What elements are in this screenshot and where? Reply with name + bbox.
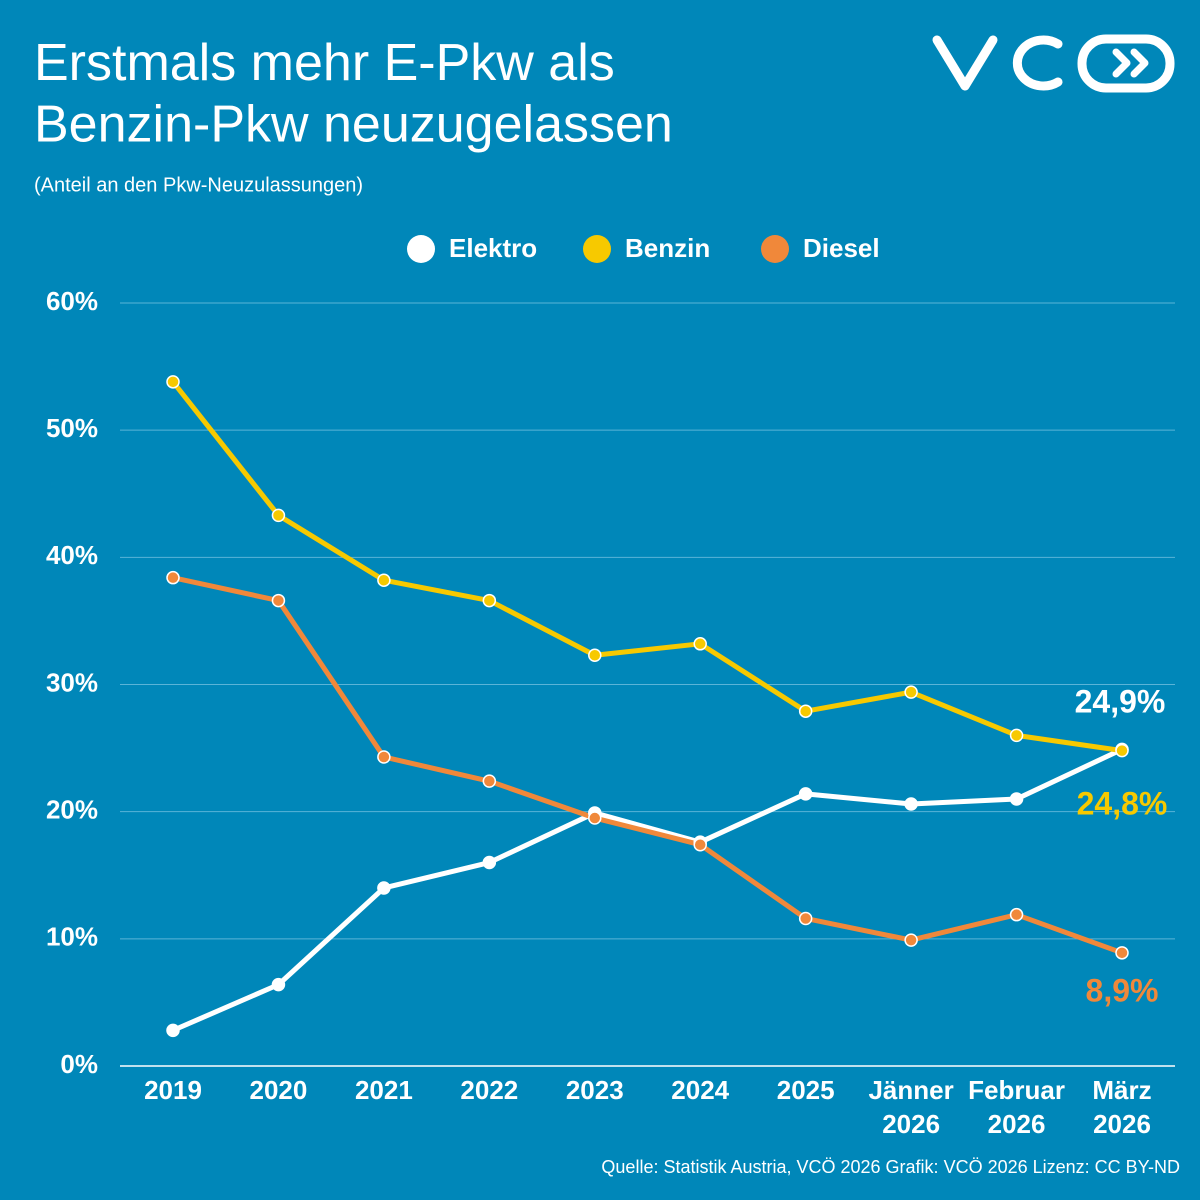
data-point [271,977,286,992]
data-point [377,750,391,764]
data-point [904,933,918,947]
y-tick-label: 60% [46,286,98,316]
logo [932,34,1175,93]
x-tick-label: 2021 [355,1075,413,1105]
data-point [1115,743,1129,758]
y-tick-label: 20% [46,795,98,825]
legend-marker [407,235,435,263]
data-point [798,787,813,801]
data-point [1009,792,1024,806]
data-point [166,570,180,585]
x-tick-label: 2023 [566,1075,624,1105]
y-tick-label: 40% [46,540,98,570]
data-point [482,855,497,870]
chart-title: Erstmals mehr E-Pkw als Benzin-Pkw neuzug… [34,34,673,153]
data-point [166,375,180,389]
data-point [271,593,286,608]
data-point [904,797,918,811]
y-tick-label: 50% [46,413,98,443]
legend-label: Diesel [803,233,880,263]
legend-label: Elektro [449,233,537,263]
x-tick-label: 2025 [777,1075,835,1105]
data-point [588,648,602,663]
data-point [271,508,286,523]
data-point [482,593,497,608]
x-tick-label: Jänner 2026 [868,1075,953,1139]
data-point [377,881,391,895]
series-line [171,380,1123,754]
data-point [588,811,602,825]
data-point [1009,728,1024,743]
legend-label: Benzin [625,233,710,263]
data-point [1009,907,1024,922]
value-label: 24,8% [1077,785,1168,821]
x-tick-label: 2019 [144,1075,202,1105]
source: Quelle: Statistik Austria, VCÖ 2026 Graf… [601,1157,1180,1177]
x-tick-label: 2024 [671,1075,729,1105]
legend-marker [761,235,789,263]
data-point [693,837,707,852]
chart-subtitle: (Anteil an den Pkw-Neuzulassungen) [34,174,363,196]
y-tick-label: 10% [46,922,98,952]
data-point [1115,946,1129,960]
data-point [482,774,497,788]
legend-marker [583,235,611,263]
x-tick-label: 2020 [250,1075,308,1105]
x-tick-label: März 2026 [1092,1075,1151,1139]
x-tick-label: 2022 [460,1075,518,1105]
data-point [798,704,813,718]
data-point [166,1023,180,1038]
data-point [693,637,707,651]
data-point [377,573,391,587]
x-tick-label: Februar 2026 [968,1075,1065,1139]
value-label: 24,9% [1075,683,1166,719]
data-point [798,911,813,926]
series-line [172,747,1124,1033]
data-point [904,685,918,699]
y-tick-label: 30% [46,667,98,697]
y-tick-label: 0% [60,1049,98,1079]
value-label: 8,9% [1086,972,1159,1008]
series-line [172,575,1123,956]
